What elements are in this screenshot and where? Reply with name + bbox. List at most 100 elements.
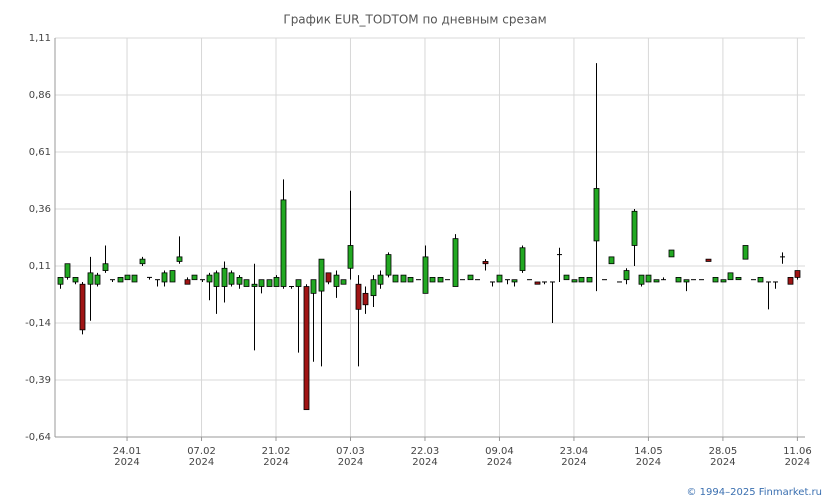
x-tick-label: 14.05 <box>634 446 663 457</box>
candle-body <box>623 270 630 281</box>
y-tick-label: 0,61 <box>29 147 51 158</box>
candle-body <box>303 286 310 411</box>
candle-body <box>377 274 384 285</box>
candle-body <box>131 274 138 283</box>
candle-body <box>310 279 317 294</box>
candle-body <box>742 245 749 260</box>
candle-body <box>273 276 280 287</box>
candle-body <box>422 256 429 294</box>
candle-body <box>200 279 205 281</box>
x-tick-label: 23.04 <box>560 446 589 457</box>
y-tick-label: 0,11 <box>29 261 51 272</box>
candle-body <box>661 279 666 281</box>
candle-body <box>699 279 704 281</box>
candle-body <box>280 199 287 287</box>
y-tick-label: 0,36 <box>29 204 51 215</box>
x-tick-label: 28.05 <box>709 446 738 457</box>
candle-body <box>416 279 421 281</box>
candle-body <box>340 279 347 285</box>
y-tick-label: -0,14 <box>25 318 51 329</box>
candle-body <box>705 258 712 262</box>
candle-body <box>787 276 794 285</box>
x-tick-label: 11.06 <box>783 446 812 457</box>
candle-body <box>437 276 444 283</box>
candle-body <box>452 238 459 287</box>
candle-body <box>221 267 228 287</box>
candle-body <box>550 281 555 283</box>
x-tick-label: 22.03 <box>411 446 440 457</box>
candle-body <box>751 279 756 281</box>
candle-body <box>445 279 450 281</box>
y-tick-label: -0,39 <box>25 375 51 386</box>
candle-body <box>794 270 801 278</box>
candle-body <box>407 276 414 283</box>
candle-body <box>110 279 115 281</box>
x-tick-label: 09.04 <box>485 446 514 457</box>
y-tick-label: 1,11 <box>29 33 51 44</box>
x-tick-label: 2024 <box>785 457 810 468</box>
candle-body <box>117 276 124 283</box>
candle-body <box>563 274 570 281</box>
candle-body <box>206 274 213 283</box>
candle-body <box>289 286 294 288</box>
candle-body <box>64 263 71 278</box>
candle-body <box>519 247 526 271</box>
candle-body <box>258 279 265 287</box>
candle-body <box>691 279 696 281</box>
candle-body <box>712 276 719 283</box>
candle-body <box>169 270 176 283</box>
candle-body <box>176 256 183 262</box>
candle-body <box>228 272 235 285</box>
candle-body <box>727 272 734 281</box>
candle-body <box>653 279 660 283</box>
x-tick-label: 07.02 <box>187 446 216 457</box>
candle-body <box>295 279 302 287</box>
x-tick-label: 24.01 <box>113 446 142 457</box>
candle-body <box>542 281 547 283</box>
candle-body <box>79 283 86 331</box>
candle-body <box>102 263 109 271</box>
candle-body <box>124 274 131 281</box>
candle-body <box>720 279 727 283</box>
x-tick-label: 2024 <box>189 457 214 468</box>
x-tick-label: 2024 <box>487 457 512 468</box>
candle-body <box>675 276 682 283</box>
candle-body <box>57 276 64 285</box>
candle-body <box>147 276 152 278</box>
candle-body <box>355 283 362 310</box>
candle-body <box>467 274 474 281</box>
x-tick-label: 2024 <box>561 457 586 468</box>
candle-body <box>94 274 101 285</box>
candle-body <box>638 274 645 285</box>
footer[interactable]: © 1994–2025 Finmarket.ru <box>686 487 822 498</box>
x-tick-label: 07.03 <box>336 446 365 457</box>
candle-body <box>602 279 607 281</box>
candle-body <box>490 281 495 283</box>
candle-body <box>505 279 510 281</box>
candle-body <box>475 279 480 281</box>
candle-body <box>87 272 94 285</box>
candle-body <box>593 188 600 242</box>
candle-body <box>72 276 79 283</box>
candle-body <box>496 274 503 283</box>
candle-body <box>392 274 399 283</box>
candle-body <box>534 281 541 285</box>
candle-body <box>557 254 562 256</box>
x-tick-label: 2024 <box>636 457 661 468</box>
candle-body <box>683 279 690 283</box>
candle-body <box>325 272 332 283</box>
chart-title: График EUR_TODTOM по дневным срезам <box>283 13 546 27</box>
candle-body <box>184 279 191 285</box>
candle-body <box>161 272 168 283</box>
candle-body <box>243 279 250 287</box>
y-tick-label: -0,64 <box>25 432 51 443</box>
candle-body <box>586 276 593 283</box>
candle-body <box>631 210 638 246</box>
candle-body <box>429 276 436 283</box>
candle-body <box>400 274 407 283</box>
candle-body <box>578 276 585 283</box>
candle-body <box>482 261 489 265</box>
x-tick-label: 2024 <box>263 457 288 468</box>
y-tick-label: 0,86 <box>29 90 51 101</box>
